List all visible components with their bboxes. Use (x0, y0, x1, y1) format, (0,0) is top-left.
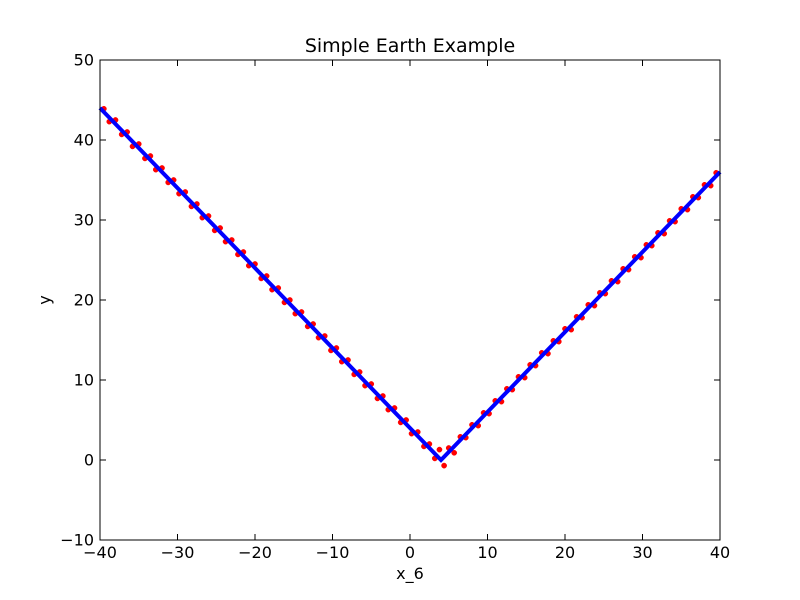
data-point (451, 449, 458, 456)
axis-ticks (99, 59, 721, 541)
data-point (441, 462, 447, 469)
data-point (436, 446, 443, 453)
x-tick-label: −10 (316, 543, 350, 562)
x-tick-label: 40 (710, 543, 730, 562)
axis-tick-labels: −40 −30 −20 −10 0 10 20 30 40 −10 0 10 20 30 40 50 (60, 51, 730, 563)
x-axis-label: x_6 (396, 564, 424, 584)
y-tick-label: 0 (84, 451, 94, 470)
series-line (98, 106, 722, 463)
x-tick-label: −40 (83, 543, 117, 562)
y-tick-label: −10 (60, 531, 94, 550)
x-tick-label: 10 (477, 543, 497, 562)
y-tick-label: 30 (74, 211, 94, 230)
y-tick-label: 50 (74, 51, 94, 70)
x-tick-label: 20 (555, 543, 575, 562)
fit-line (98, 106, 722, 463)
y-axis-label: y (35, 295, 54, 304)
y-tick-label: 20 (74, 291, 94, 310)
x-tick-label: −30 (161, 543, 195, 562)
y-tick-label: 40 (74, 131, 94, 150)
y-tick-label: 10 (74, 371, 94, 390)
x-tick-label: 30 (632, 543, 652, 562)
chart-title: Simple Earth Example (305, 35, 515, 57)
scatter-points (101, 105, 719, 469)
x-tick-label: −20 (238, 543, 272, 562)
x-tick-label: 0 (405, 543, 415, 562)
